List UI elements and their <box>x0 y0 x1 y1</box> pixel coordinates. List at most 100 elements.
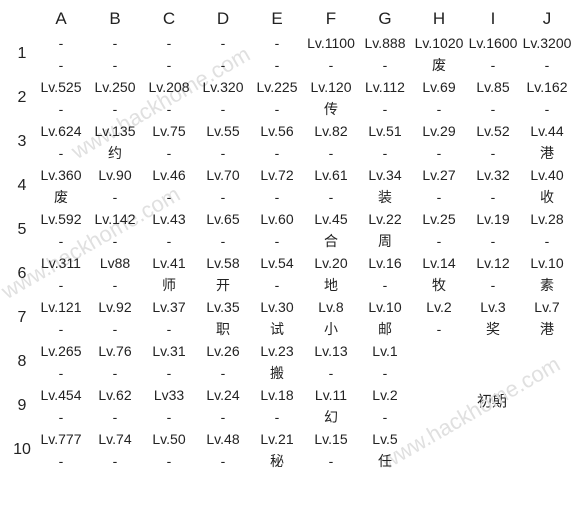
cell-tag: 小 <box>304 321 358 337</box>
cell-bottom: - <box>358 142 412 164</box>
cell-top: Lv.50 <box>142 428 196 450</box>
cell-tag: 废 <box>34 189 88 205</box>
cell-level-value: Lv.1 <box>358 343 412 359</box>
cell-level-value: Lv.265 <box>34 343 88 359</box>
cell-level-value: Lv.11 <box>304 387 358 403</box>
cell-top: Lv.52 <box>466 120 520 142</box>
cell-top: Lv.777 <box>34 428 88 450</box>
cell-dash: - <box>412 321 466 337</box>
cell-top: Lv.360 <box>34 164 88 186</box>
cell-top: Lv.55 <box>196 120 250 142</box>
cell-dash: - <box>196 365 250 381</box>
table-row: ----搬-- <box>10 362 574 384</box>
cell-level-value: Lv.10 <box>520 255 574 271</box>
corner-cell <box>10 6 34 32</box>
cell-dash: - <box>466 233 520 249</box>
cell-dash: - <box>142 101 196 117</box>
cell-top <box>466 428 520 450</box>
table-row: 10Lv.777Lv.74Lv.50Lv.48Lv.21Lv.15Lv.5 <box>10 428 574 450</box>
cell-bottom: - <box>142 98 196 120</box>
cell-dash: - <box>142 233 196 249</box>
cell-top: Lv.624 <box>34 120 88 142</box>
cell-top: Lv88 <box>88 252 142 274</box>
table-row: -约-------港 <box>10 142 574 164</box>
row-header-7: 7 <box>10 296 34 340</box>
cell-level-value: Lv.15 <box>304 431 358 447</box>
cell-bottom: - <box>34 362 88 384</box>
cell-bottom: - <box>520 98 574 120</box>
cell-top <box>412 428 466 450</box>
table-row: 1-----Lv.1100Lv.888Lv.1020Lv.1600Lv.3200 <box>10 32 574 54</box>
cell-top: Lv.454 <box>34 384 88 406</box>
cell-bottom: - <box>142 186 196 208</box>
row-header-2: 2 <box>10 76 34 120</box>
cell-bottom: - <box>520 230 574 252</box>
cell-level-value: Lv.41 <box>142 255 196 271</box>
cell-level-value: Lv.56 <box>250 123 304 139</box>
cell-dash: - <box>34 101 88 117</box>
cell-dash: - <box>196 233 250 249</box>
cell-dash: - <box>520 57 574 73</box>
cell-level-value: Lv.29 <box>412 123 466 139</box>
cell-bottom: 传 <box>304 98 358 120</box>
cell-tag: 搬 <box>250 365 304 381</box>
cell-level-value: Lv.30 <box>250 299 304 315</box>
cell-top: Lv.30 <box>250 296 304 318</box>
cell-dash: - <box>142 145 196 161</box>
cell-top: Lv.265 <box>34 340 88 362</box>
cell-top: Lv.69 <box>412 76 466 98</box>
cell-top: - <box>196 32 250 54</box>
cell-bottom: 奖 <box>466 318 520 340</box>
cell-top: Lv.41 <box>142 252 196 274</box>
cell-dash: - <box>466 277 520 293</box>
cell-level-value: Lv.10 <box>358 299 412 315</box>
cell-level-value: Lv.72 <box>250 167 304 183</box>
cell-bottom: 地 <box>304 274 358 296</box>
cell-bottom: - <box>466 274 520 296</box>
cell-top: Lv.10 <box>520 252 574 274</box>
cell-level-value: Lv.3 <box>466 299 520 315</box>
cell-top: Lv.888 <box>358 32 412 54</box>
cell-dash: - <box>412 101 466 117</box>
cell-bottom: - <box>34 230 88 252</box>
cell-level-value: - <box>142 35 196 51</box>
header-row: A B C D E F G H I J <box>10 6 574 32</box>
cell-bottom: - <box>358 274 412 296</box>
cell-level-value: Lv.52 <box>466 123 520 139</box>
cell-dash: - <box>34 453 88 469</box>
cell-level-value: Lv.46 <box>142 167 196 183</box>
cell-top: Lv.3 <box>466 296 520 318</box>
table-row: 8Lv.265Lv.76Lv.31Lv.26Lv.23Lv.13Lv.1 <box>10 340 574 362</box>
cell-level-value: Lv.85 <box>466 79 520 95</box>
cell-top: Lv.1020 <box>412 32 466 54</box>
cell-level-value: Lv.320 <box>196 79 250 95</box>
cell-top: Lv.24 <box>196 384 250 406</box>
cell-dash: - <box>142 189 196 205</box>
cell-tag: 邮 <box>358 321 412 337</box>
cell-top: Lv.225 <box>250 76 304 98</box>
cell-bottom: - <box>88 186 142 208</box>
cell-top: Lv.85 <box>466 76 520 98</box>
cell-top: Lv.74 <box>88 428 142 450</box>
cell-dash: - <box>34 145 88 161</box>
cell-tag: 约 <box>88 145 142 161</box>
cell-top: Lv.65 <box>196 208 250 230</box>
cell-top: Lv.525 <box>34 76 88 98</box>
cell-bottom: - <box>250 98 304 120</box>
cell-top <box>466 384 520 406</box>
cell-level-value: Lv.208 <box>142 79 196 95</box>
cell-dash: - <box>88 453 142 469</box>
cell-top: Lv.2 <box>358 384 412 406</box>
cell-bottom: 港 <box>520 142 574 164</box>
cell-bottom <box>412 362 466 384</box>
cell-level-value: Lv.51 <box>358 123 412 139</box>
cell-level-value: Lv.624 <box>34 123 88 139</box>
cell-dash: - <box>250 57 304 73</box>
cell-bottom: 素 <box>520 274 574 296</box>
table-row: 6Lv.311Lv88Lv.41Lv.58Lv.54Lv.20Lv.16Lv.1… <box>10 252 574 274</box>
cell-dash: - <box>88 409 142 425</box>
cell-dash: - <box>88 321 142 337</box>
cell-level-value: Lv.65 <box>196 211 250 227</box>
cell-level-value: Lv.34 <box>358 167 412 183</box>
cell-bottom: - <box>34 406 88 428</box>
